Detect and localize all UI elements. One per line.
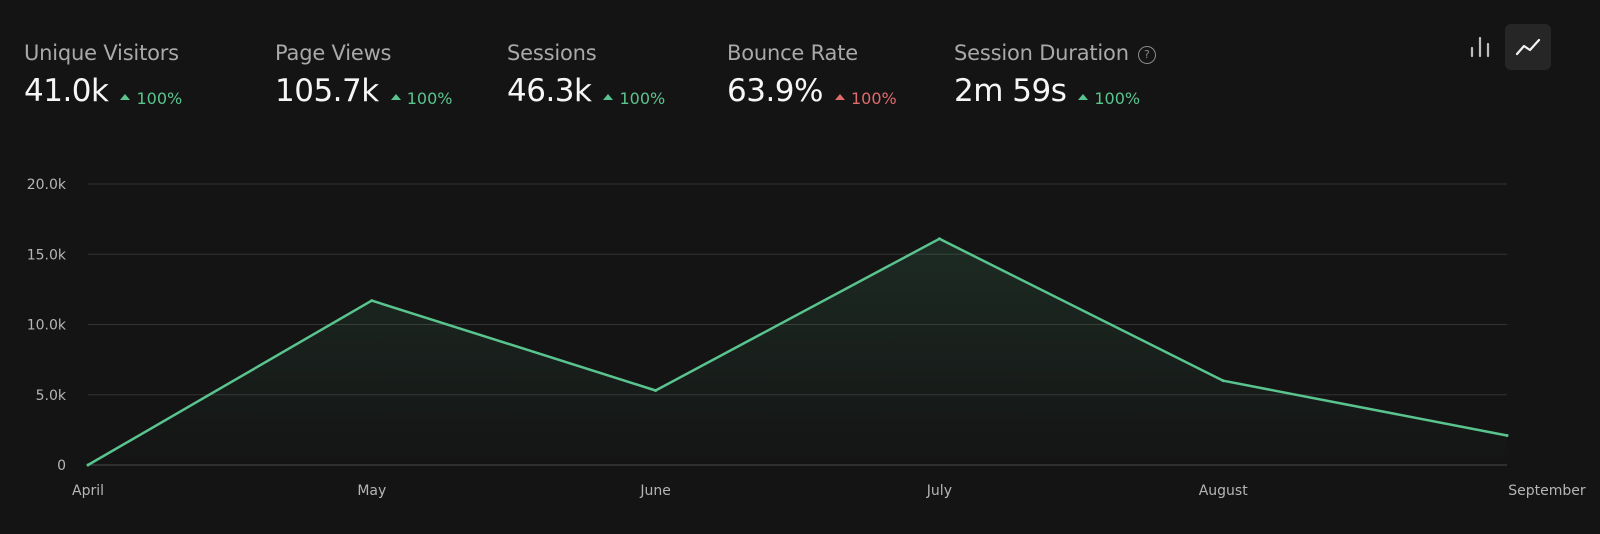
delta-badge: 100%	[120, 89, 182, 108]
metric-label-text: Session Duration	[954, 41, 1129, 65]
series-line	[86, 237, 1509, 467]
metric-label: Bounce Rate	[727, 41, 858, 65]
metric-label: Sessions	[507, 41, 597, 65]
metric-card-bounce-rate[interactable]: Bounce Rate 63.9% 100%	[727, 24, 937, 132]
arrow-up-icon	[1078, 94, 1089, 100]
x-tick-label: August	[1199, 483, 1249, 499]
metric-label: Unique Visitors	[24, 41, 179, 65]
data-point[interactable]	[370, 299, 374, 303]
delta-badge: 100%	[834, 88, 897, 108]
delta-value: 100%	[619, 88, 666, 108]
visitors-line-chart: 0 5.0k 10.0k 15.0k 20.0k April May June July Aug…	[27, 177, 1586, 499]
x-tick-label: May	[357, 483, 386, 499]
metric-label: Page Views	[275, 41, 392, 65]
x-tick-label: September	[1508, 483, 1586, 499]
series-area	[88, 238, 1507, 465]
y-tick-label: 15.0k	[27, 247, 67, 263]
delta-value: 100%	[850, 88, 897, 108]
metric-card-sessions[interactable]: Sessions 46.3k 100%	[507, 24, 707, 132]
delta-value: 100%	[406, 88, 453, 108]
metric-value: 105.7k	[275, 73, 379, 109]
data-points	[86, 237, 1509, 467]
data-point[interactable]	[1221, 379, 1225, 383]
metric-value: 63.9%	[727, 73, 823, 109]
delta-value: 100%	[1094, 88, 1141, 108]
bar-chart-icon	[1470, 36, 1490, 58]
delta-badge: 100%	[603, 89, 665, 108]
x-tick-label: June	[639, 483, 671, 499]
delta-badge: 100%	[1078, 89, 1140, 108]
arrow-up-icon	[834, 94, 845, 100]
y-axis-ticks: 0 5.0k 10.0k 15.0k 20.0k	[27, 177, 67, 474]
x-tick-label: July	[926, 483, 952, 499]
delta-value: 100%	[136, 88, 183, 108]
arrow-up-icon	[390, 94, 401, 100]
delta-badge: 100%	[390, 88, 453, 108]
y-tick-label: 5.0k	[36, 388, 67, 404]
metric-card-page-views[interactable]: Page Views 105.7k 100%	[275, 24, 485, 132]
metric-value: 41.0k	[24, 73, 109, 109]
metric-label: Session Duration?	[954, 41, 1214, 65]
metric-card-unique-visitors[interactable]: Unique Visitors 41.0k 100%	[24, 24, 246, 132]
line-chart-icon	[1515, 38, 1541, 56]
y-tick-label: 0	[57, 458, 66, 474]
bar-chart-toggle-button[interactable]	[1457, 24, 1503, 70]
metric-value: 46.3k	[507, 73, 592, 109]
line-chart-toggle-button[interactable]	[1505, 24, 1551, 70]
arrow-up-icon	[120, 94, 131, 100]
data-point[interactable]	[937, 237, 941, 241]
data-point[interactable]	[654, 389, 658, 393]
data-point[interactable]	[1505, 433, 1509, 437]
help-icon[interactable]: ?	[1137, 46, 1156, 64]
metric-card-session-duration[interactable]: Session Duration? 2m 59s 100%	[954, 24, 1214, 132]
metric-value: 2m 59s	[954, 73, 1067, 109]
data-point[interactable]	[86, 463, 90, 467]
x-axis-ticks: April May June July August September	[72, 483, 1586, 499]
x-tick-label: April	[72, 483, 104, 499]
y-tick-label: 10.0k	[27, 318, 67, 334]
y-tick-label: 20.0k	[27, 177, 67, 193]
arrow-up-icon	[603, 94, 614, 100]
